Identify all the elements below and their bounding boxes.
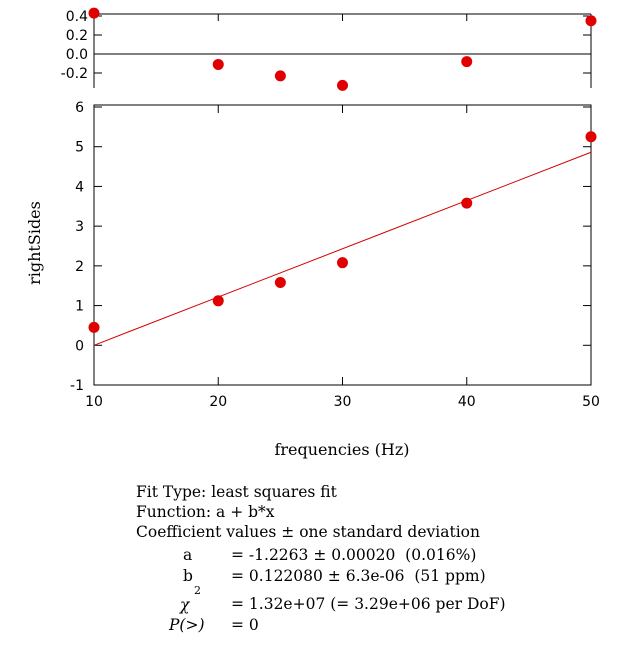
residuals-panel: 0.4 0.2 0.0 -0.2 [61, 7, 597, 91]
main-ytick-label: 6 [75, 100, 84, 116]
main-xtick-label: 30 [334, 394, 352, 410]
p-value-name: P(>) [169, 616, 205, 634]
main-ytick-label: 5 [75, 140, 84, 156]
residual-ytick-label: -0.2 [61, 66, 88, 82]
fit-results: Fit Type: least squares fit Function: a … [136, 482, 480, 542]
main-frame [93, 104, 592, 386]
main-ytick-label: -1 [70, 378, 84, 394]
data-point [461, 197, 473, 209]
fit-line [93, 151, 592, 346]
coef-b-value: = 0.122080 ± 6.3e-06 (51 ppm) [231, 567, 486, 585]
chi-squared-symbol: χ [180, 596, 190, 614]
residual-point [337, 79, 348, 91]
chi-squared-exponent: 2 [194, 584, 201, 597]
coefficient-header: Coefficient values ± one standard deviat… [136, 523, 480, 541]
p-value-value: = 0 [231, 616, 259, 634]
data-point [585, 131, 597, 143]
main-xtick-label: 20 [209, 394, 227, 410]
residual-point [585, 15, 597, 27]
coef-b-name: b [183, 567, 193, 585]
x-axis-title: frequencies (Hz) [274, 440, 409, 459]
residual-ytick-label: 0.4 [66, 9, 88, 25]
data-point [212, 295, 224, 307]
data-point [274, 277, 286, 289]
fit-type-text: Fit Type: least squares fit [136, 483, 337, 501]
data-point [88, 321, 100, 333]
residual-ytick-label: 0.2 [66, 28, 88, 44]
main-ytick-label: 2 [75, 259, 84, 275]
coef-a-value: = -1.2263 ± 0.00020 (0.016%) [231, 546, 477, 564]
main-xtick-label: 50 [582, 394, 600, 410]
main-xtick-label: 40 [458, 394, 476, 410]
main-xtick-label: 10 [85, 394, 103, 410]
residual-point [88, 7, 100, 19]
data-point [337, 257, 348, 269]
fit-function-text: Function: a + b*x [136, 503, 275, 521]
chi-squared-value: = 1.32e+07 (= 3.29e+06 per DoF) [231, 595, 506, 613]
main-ytick-label: 1 [75, 299, 84, 315]
residual-ytick-label: 0.0 [66, 47, 88, 63]
main-ytick-label: 0 [75, 338, 84, 354]
residual-point [212, 58, 224, 70]
main-ytick-label: 3 [75, 219, 84, 235]
main-ytick-label: 4 [75, 179, 84, 195]
coef-a-name: a [183, 546, 193, 564]
y-axis-title: rightSides [25, 201, 44, 285]
residual-point [274, 70, 286, 82]
residual-point [461, 56, 473, 68]
